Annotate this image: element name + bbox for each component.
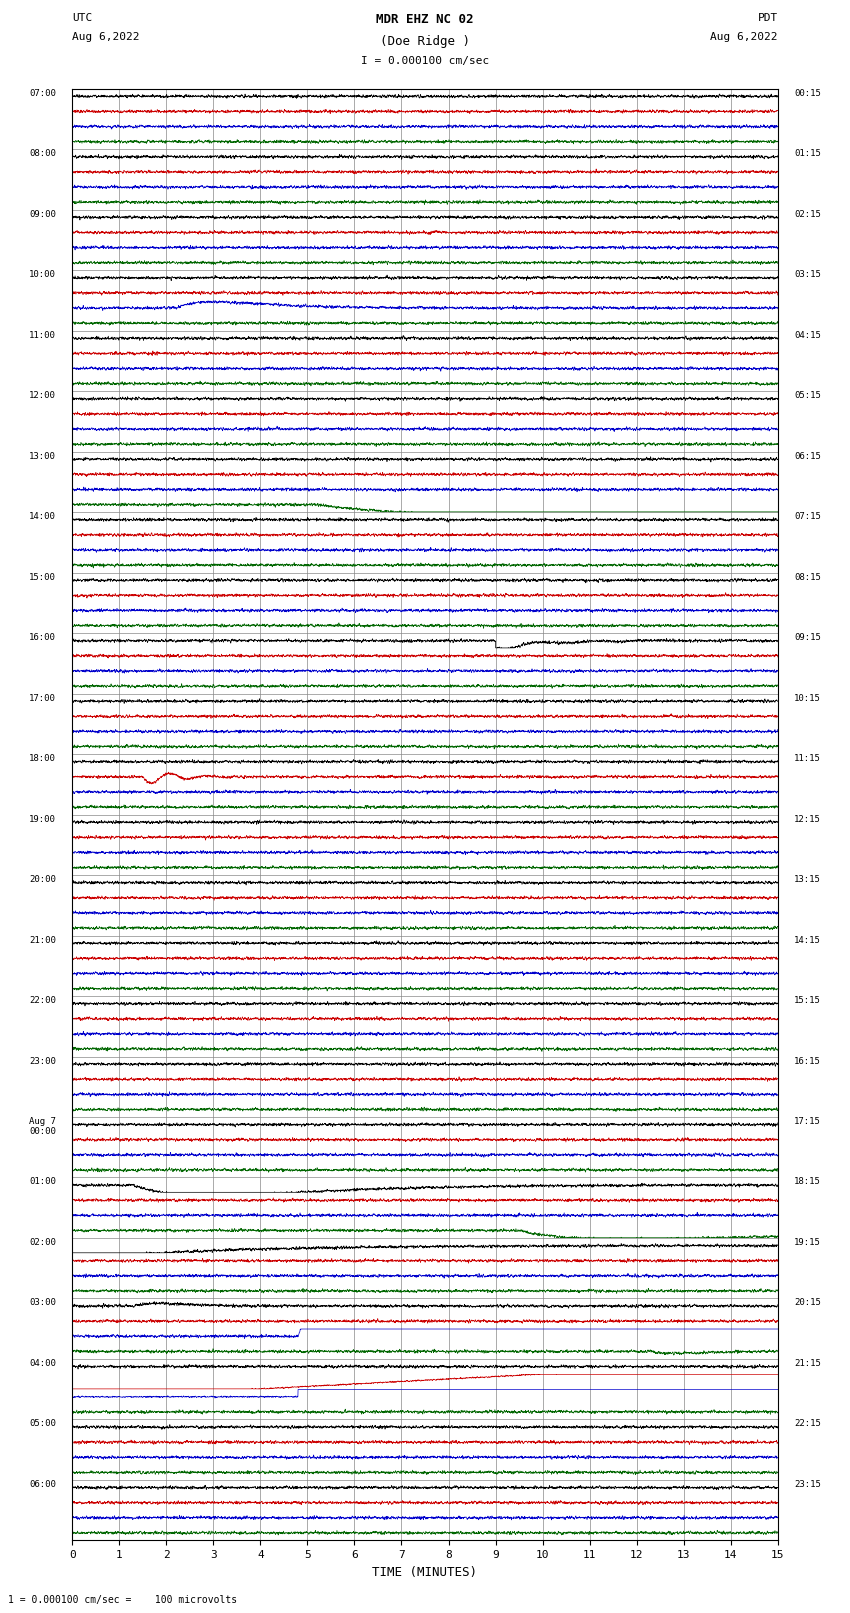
Text: Aug 6,2022: Aug 6,2022 <box>72 32 139 42</box>
Text: 01:15: 01:15 <box>794 150 821 158</box>
Text: PDT: PDT <box>757 13 778 23</box>
Text: 05:15: 05:15 <box>794 392 821 400</box>
Text: 03:00: 03:00 <box>29 1298 56 1308</box>
Text: 22:00: 22:00 <box>29 997 56 1005</box>
Text: 19:00: 19:00 <box>29 815 56 824</box>
Text: 10:15: 10:15 <box>794 694 821 703</box>
Text: 13:00: 13:00 <box>29 452 56 461</box>
Text: 03:15: 03:15 <box>794 271 821 279</box>
Text: 17:00: 17:00 <box>29 694 56 703</box>
Text: 08:15: 08:15 <box>794 573 821 582</box>
Text: 04:15: 04:15 <box>794 331 821 340</box>
Text: 06:15: 06:15 <box>794 452 821 461</box>
Text: 21:00: 21:00 <box>29 936 56 945</box>
Text: Aug 6,2022: Aug 6,2022 <box>711 32 778 42</box>
Text: 07:15: 07:15 <box>794 513 821 521</box>
Text: 14:00: 14:00 <box>29 513 56 521</box>
X-axis label: TIME (MINUTES): TIME (MINUTES) <box>372 1566 478 1579</box>
Text: 20:15: 20:15 <box>794 1298 821 1308</box>
Text: 10:00: 10:00 <box>29 271 56 279</box>
Text: 11:15: 11:15 <box>794 755 821 763</box>
Text: 15:00: 15:00 <box>29 573 56 582</box>
Text: 18:00: 18:00 <box>29 755 56 763</box>
Text: 04:00: 04:00 <box>29 1358 56 1368</box>
Text: 05:00: 05:00 <box>29 1419 56 1429</box>
Text: 23:15: 23:15 <box>794 1481 821 1489</box>
Text: 21:15: 21:15 <box>794 1358 821 1368</box>
Text: UTC: UTC <box>72 13 93 23</box>
Text: 1 = 0.000100 cm/sec =    100 microvolts: 1 = 0.000100 cm/sec = 100 microvolts <box>8 1595 238 1605</box>
Text: 14:15: 14:15 <box>794 936 821 945</box>
Text: 12:00: 12:00 <box>29 392 56 400</box>
Text: 20:00: 20:00 <box>29 874 56 884</box>
Text: MDR EHZ NC 02: MDR EHZ NC 02 <box>377 13 473 26</box>
Text: 12:15: 12:15 <box>794 815 821 824</box>
Text: 08:00: 08:00 <box>29 150 56 158</box>
Text: 09:15: 09:15 <box>794 634 821 642</box>
Text: 16:15: 16:15 <box>794 1057 821 1066</box>
Text: 16:00: 16:00 <box>29 634 56 642</box>
Text: 11:00: 11:00 <box>29 331 56 340</box>
Text: 22:15: 22:15 <box>794 1419 821 1429</box>
Text: 02:15: 02:15 <box>794 210 821 219</box>
Text: 23:00: 23:00 <box>29 1057 56 1066</box>
Text: 02:00: 02:00 <box>29 1239 56 1247</box>
Text: 07:00: 07:00 <box>29 89 56 98</box>
Text: 18:15: 18:15 <box>794 1177 821 1187</box>
Text: 01:00: 01:00 <box>29 1177 56 1187</box>
Text: (Doe Ridge ): (Doe Ridge ) <box>380 35 470 48</box>
Text: 17:15: 17:15 <box>794 1118 821 1126</box>
Text: 15:15: 15:15 <box>794 997 821 1005</box>
Text: 13:15: 13:15 <box>794 874 821 884</box>
Text: 00:15: 00:15 <box>794 89 821 98</box>
Text: Aug 7
00:00: Aug 7 00:00 <box>29 1118 56 1137</box>
Text: 06:00: 06:00 <box>29 1481 56 1489</box>
Text: I = 0.000100 cm/sec: I = 0.000100 cm/sec <box>361 56 489 66</box>
Text: 09:00: 09:00 <box>29 210 56 219</box>
Text: 19:15: 19:15 <box>794 1239 821 1247</box>
